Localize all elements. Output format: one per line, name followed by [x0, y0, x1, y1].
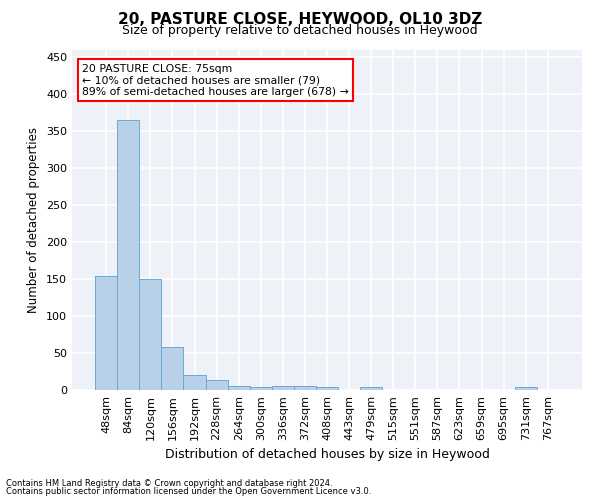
Bar	[515, 387, 537, 390]
Bar	[139, 279, 161, 390]
Text: 20, PASTURE CLOSE, HEYWOOD, OL10 3DZ: 20, PASTURE CLOSE, HEYWOOD, OL10 3DZ	[118, 12, 482, 28]
Bar	[250, 387, 272, 390]
Bar	[117, 120, 139, 390]
Bar	[294, 386, 316, 390]
Bar	[360, 387, 382, 390]
Bar	[316, 387, 338, 390]
Bar	[161, 347, 184, 390]
Text: Contains HM Land Registry data © Crown copyright and database right 2024.: Contains HM Land Registry data © Crown c…	[6, 478, 332, 488]
Bar	[206, 380, 227, 390]
Bar	[184, 375, 206, 390]
Bar	[227, 386, 250, 390]
Text: 20 PASTURE CLOSE: 75sqm
← 10% of detached houses are smaller (79)
89% of semi-de: 20 PASTURE CLOSE: 75sqm ← 10% of detache…	[82, 64, 349, 97]
Bar	[272, 386, 294, 390]
Text: Size of property relative to detached houses in Heywood: Size of property relative to detached ho…	[122, 24, 478, 37]
Y-axis label: Number of detached properties: Number of detached properties	[28, 127, 40, 313]
X-axis label: Distribution of detached houses by size in Heywood: Distribution of detached houses by size …	[164, 448, 490, 462]
Bar	[95, 276, 117, 390]
Text: Contains public sector information licensed under the Open Government Licence v3: Contains public sector information licen…	[6, 487, 371, 496]
